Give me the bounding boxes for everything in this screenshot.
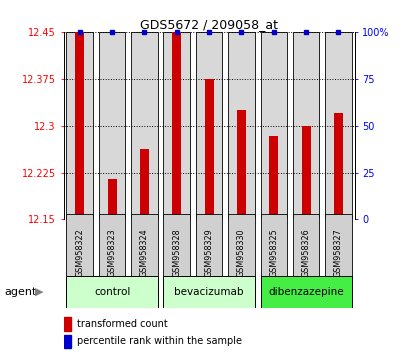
Bar — [163, 276, 254, 308]
Bar — [269, 136, 278, 219]
Bar — [63, 335, 71, 348]
Bar — [236, 110, 245, 219]
Bar — [333, 113, 342, 219]
Text: GSM958324: GSM958324 — [139, 229, 148, 278]
Bar — [196, 214, 222, 292]
Text: GSM958326: GSM958326 — [301, 229, 310, 278]
Bar — [131, 214, 157, 292]
Bar — [260, 276, 351, 308]
Bar — [292, 214, 319, 292]
Bar — [139, 149, 148, 219]
Bar — [260, 32, 286, 219]
Bar — [66, 276, 157, 308]
Text: dibenzazepine: dibenzazepine — [267, 287, 343, 297]
Text: GSM958328: GSM958328 — [172, 229, 181, 278]
Bar — [75, 32, 84, 219]
Bar — [301, 126, 310, 219]
Bar — [99, 214, 125, 292]
Bar — [99, 32, 125, 219]
Bar — [66, 32, 93, 219]
Text: control: control — [94, 287, 130, 297]
Text: GSM958325: GSM958325 — [269, 229, 278, 278]
Text: GSM958322: GSM958322 — [75, 229, 84, 278]
Text: GSM958330: GSM958330 — [236, 229, 245, 278]
Bar — [204, 79, 213, 219]
Bar — [163, 214, 189, 292]
Text: agent: agent — [4, 287, 36, 297]
Bar — [228, 32, 254, 219]
Text: transformed count: transformed count — [76, 319, 167, 329]
Title: GDS5672 / 209058_at: GDS5672 / 209058_at — [140, 18, 277, 31]
Bar — [324, 32, 351, 219]
Bar — [63, 317, 71, 331]
Bar — [131, 32, 157, 219]
Text: GSM958323: GSM958323 — [107, 229, 116, 278]
Bar — [324, 214, 351, 292]
Bar — [228, 214, 254, 292]
Bar — [260, 214, 286, 292]
Bar — [196, 32, 222, 219]
Text: GSM958329: GSM958329 — [204, 229, 213, 278]
Bar — [107, 179, 116, 219]
Bar — [172, 32, 181, 219]
Bar — [66, 214, 93, 292]
Text: percentile rank within the sample: percentile rank within the sample — [76, 336, 241, 346]
Bar — [292, 32, 319, 219]
Text: bevacizumab: bevacizumab — [174, 287, 243, 297]
Text: GSM958327: GSM958327 — [333, 229, 342, 278]
Text: ▶: ▶ — [35, 287, 43, 297]
Bar — [163, 32, 189, 219]
